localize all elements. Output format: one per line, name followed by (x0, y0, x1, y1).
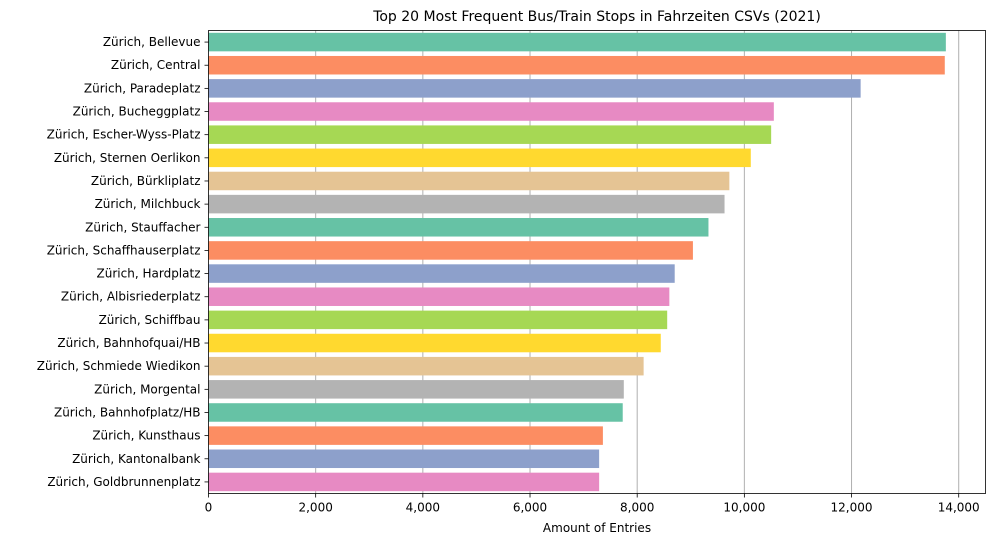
grid-lines (315, 30, 960, 494)
bar (208, 32, 946, 52)
chart-title: Top 20 Most Frequent Bus/Train Stops in … (372, 9, 821, 25)
bar (208, 194, 725, 214)
category-label: Zürich, Goldbrunnenplatz (47, 475, 200, 489)
x-tick-label: 14,000 (938, 501, 980, 515)
x-tick-label: 12,000 (831, 501, 873, 515)
bar (208, 171, 730, 191)
category-label: Zürich, Hardplatz (97, 267, 201, 281)
bar (208, 333, 661, 353)
bar (208, 426, 603, 445)
bar (208, 403, 623, 422)
bar (208, 241, 693, 260)
x-tick-label: 2,000 (298, 501, 332, 515)
bar (208, 287, 670, 306)
bar (208, 472, 600, 492)
category-label: Zürich, Bürkliplatz (91, 174, 201, 188)
x-axis-label: Amount of Entries (543, 521, 651, 535)
x-tick-label: 8,000 (620, 501, 654, 515)
category-label: Zürich, Bucheggplatz (73, 105, 201, 119)
category-label: Zürich, Bahnhofplatz/HB (54, 405, 201, 419)
category-label: Zürich, Stauffacher (85, 220, 200, 234)
category-label: Zürich, Albisriederplatz (61, 290, 201, 304)
category-label: Zürich, Kantonalbank (72, 452, 200, 466)
bar (208, 125, 772, 144)
x-tick-label: 4,000 (406, 501, 440, 515)
bar (208, 79, 861, 98)
category-label: Zürich, Kunsthaus (92, 429, 200, 443)
category-label: Zürich, Milchbuck (95, 197, 201, 211)
bar (208, 380, 624, 399)
category-label: Zürich, Bahnhofquai/HB (57, 336, 200, 350)
category-label: Zürich, Sternen Oerlikon (54, 151, 201, 165)
bar (208, 449, 600, 469)
plot-frame (208, 30, 986, 494)
bar (208, 264, 675, 283)
category-labels: Zürich, Bellevue Zürich, Central Zürich, P… (37, 35, 209, 489)
bar (208, 148, 751, 168)
bars (208, 32, 946, 492)
x-axis-ticks: 0 2,000 4,000 6,000 8,000 10,000 12,000 14,000 (205, 493, 980, 515)
bar (208, 310, 668, 330)
category-label: Zürich, Schiffbau (99, 313, 201, 327)
bar (208, 102, 774, 121)
category-label: Zürich, Paradeplatz (84, 81, 201, 95)
category-label: Zürich, Escher-Wyss-Platz (47, 128, 201, 142)
category-label: Zürich, Central (111, 58, 201, 72)
category-label: Zürich, Morgental (94, 382, 200, 396)
x-tick-label: 6,000 (513, 501, 547, 515)
x-tick-label: 0 (205, 501, 213, 515)
category-label: Zürich, Schaffhauserplatz (47, 243, 201, 257)
bar (208, 356, 644, 376)
category-label: Zürich, Schmiede Wiedikon (37, 359, 201, 373)
x-tick-label: 10,000 (723, 501, 765, 515)
category-label: Zürich, Bellevue (103, 35, 201, 49)
bar (208, 218, 709, 237)
bar (208, 55, 945, 75)
